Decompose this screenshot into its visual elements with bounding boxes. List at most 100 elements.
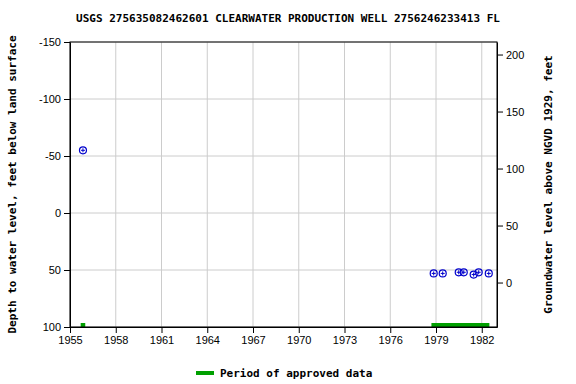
grid-line-x xyxy=(298,42,299,327)
grid-line-y xyxy=(70,213,497,214)
axis-line xyxy=(497,43,498,328)
marker-circle xyxy=(485,270,492,277)
tick-label: 1955 xyxy=(58,334,82,346)
tick-label: 1976 xyxy=(379,334,403,346)
tick: 100 xyxy=(497,163,524,175)
grid-line-x xyxy=(207,42,208,327)
tick-mark xyxy=(253,327,254,333)
axis-line xyxy=(70,43,71,328)
data-point xyxy=(79,147,86,154)
tick-mark xyxy=(64,327,70,328)
tick-label: 1973 xyxy=(333,334,357,346)
tick: 50 xyxy=(497,220,518,232)
marker-cross xyxy=(432,271,436,275)
tick: 1961 xyxy=(150,327,174,346)
tick-label: -150 xyxy=(39,36,61,48)
tick-mark xyxy=(390,327,391,333)
tick: 1970 xyxy=(287,327,311,346)
chart: 1955 1958 1961 1964 1967 1970 1973 1976 1979 1982… xyxy=(0,0,576,384)
tick: 0 xyxy=(497,277,512,289)
axis-line xyxy=(71,327,498,328)
tick-label: 150 xyxy=(506,106,524,118)
tick-mark xyxy=(436,327,437,333)
grid-line-x xyxy=(115,42,116,327)
marker-cross xyxy=(487,271,491,275)
title: USGS 275635082462601 CLEARWATER PRODUCTI… xyxy=(76,12,500,25)
tick: 100 xyxy=(43,321,70,333)
chart-container: 1955 1958 1961 1964 1967 1970 1973 1976 1979 1982… xyxy=(0,0,576,384)
marker-circle xyxy=(79,147,86,154)
tick-mark xyxy=(345,327,346,333)
tick-mark xyxy=(497,55,503,56)
tick-mark xyxy=(482,327,483,333)
legend: Period of approved data xyxy=(196,367,372,380)
tick: 50 xyxy=(49,264,70,276)
tick: -100 xyxy=(39,93,70,105)
marker-circle xyxy=(460,269,467,276)
tick: 1973 xyxy=(333,327,357,346)
y-axis: -150-100-50050100 xyxy=(39,36,71,333)
tick-mark xyxy=(497,283,503,284)
tick-label: 1979 xyxy=(424,334,448,346)
tick-label: 200 xyxy=(506,49,524,61)
data-point xyxy=(485,270,492,277)
tick: -150 xyxy=(39,36,70,48)
legend-label: Period of approved data xyxy=(220,367,372,380)
tick-mark xyxy=(299,327,300,333)
tick-label: 100 xyxy=(43,321,61,333)
approved-period xyxy=(81,323,86,327)
grid-line-x xyxy=(390,42,391,327)
tick: 1976 xyxy=(379,327,403,346)
data-point xyxy=(439,270,446,277)
y2-axis-title: Groundwater level above NGVD 1929, feet xyxy=(542,55,555,313)
tick-label: 1967 xyxy=(241,334,265,346)
tick-label: 50 xyxy=(49,264,61,276)
tick-mark xyxy=(64,156,70,157)
tick: 200 xyxy=(497,49,524,61)
tick-mark xyxy=(207,327,208,333)
tick: 150 xyxy=(497,106,524,118)
y-axis-title: Depth to water level, feet below land su… xyxy=(6,35,19,333)
tick: -50 xyxy=(45,150,70,162)
tick-mark xyxy=(497,226,503,227)
grid-line-x xyxy=(481,42,482,327)
legend-swatch xyxy=(196,371,214,375)
data-point xyxy=(475,269,482,276)
tick-mark xyxy=(497,112,503,113)
tick-label: -50 xyxy=(45,150,61,162)
grid-line-y xyxy=(70,156,497,157)
tick-mark xyxy=(64,270,70,271)
tick: 1955 xyxy=(58,327,82,346)
tick-label: 100 xyxy=(506,163,524,175)
tick: 1982 xyxy=(470,327,494,346)
tick: 1958 xyxy=(104,327,128,346)
tick-label: 0 xyxy=(506,277,512,289)
tick-label: 1982 xyxy=(470,334,494,346)
marker-cross xyxy=(81,148,85,152)
grid-line-x xyxy=(253,42,254,327)
marker-circle xyxy=(439,270,446,277)
marker-circle xyxy=(430,270,437,277)
tick-mark xyxy=(64,42,70,43)
plot-frame xyxy=(70,42,497,327)
tick: 1967 xyxy=(241,327,265,346)
tick-label: 1970 xyxy=(287,334,311,346)
marker-cross xyxy=(441,271,445,275)
y2-axis: 0 50 100 150 200 xyxy=(497,43,524,328)
tick-label: -100 xyxy=(39,93,61,105)
x-axis: 1955 1958 1961 1964 1967 1970 1973 1976 1979 1982 xyxy=(58,327,497,346)
tick-label: 1964 xyxy=(196,334,220,346)
grid-line-y xyxy=(70,99,497,100)
grid-line-x xyxy=(161,42,162,327)
grid-line-x xyxy=(344,42,345,327)
tick: 1964 xyxy=(196,327,220,346)
tick-mark xyxy=(162,327,163,333)
tick-mark xyxy=(64,213,70,214)
tick-label: 1961 xyxy=(150,334,174,346)
data-point xyxy=(430,270,437,277)
tick-mark xyxy=(64,99,70,100)
tick-mark xyxy=(116,327,117,333)
tick-mark xyxy=(497,169,503,170)
data-point xyxy=(460,269,467,276)
marker-cross xyxy=(462,270,466,274)
